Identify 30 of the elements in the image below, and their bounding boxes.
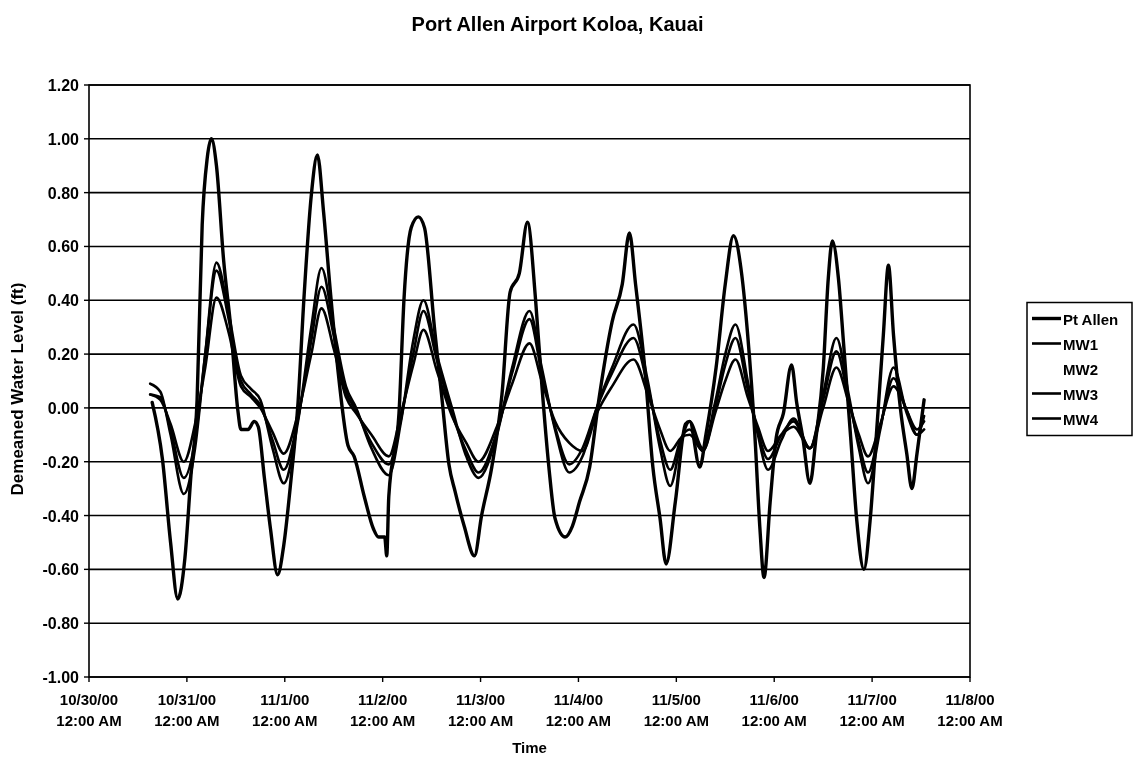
- y-tick-label: 1.20: [47, 76, 80, 94]
- x-tick-label: 11/4/00 12:00 AM: [545, 691, 612, 729]
- x-tick-label: 11/8/00 12:00 AM: [937, 691, 1003, 729]
- text: MW2: [1063, 360, 1098, 377]
- legend-label: Pt Allen: [1063, 310, 1119, 327]
- y-tick-label: -0.40: [42, 507, 80, 525]
- y-tick-label: 1.00: [47, 130, 80, 148]
- x-tick-label: 11/2/00 12:00 AM: [350, 691, 416, 729]
- x-axis-title: Time: [512, 739, 547, 756]
- y-tick-label: -0.80: [42, 614, 80, 632]
- x-tick-label: 11/3/00 12:00 AM: [447, 691, 514, 729]
- legend-label: MW4: [1063, 410, 1099, 427]
- y-axis-title: Demeaned Water Level (ft): [7, 282, 27, 496]
- y-tick-label: 0.40: [47, 291, 80, 309]
- chart-title: Port Allen Airport Koloa, Kauai: [411, 13, 704, 35]
- x-tick-label: 11/5/00 12:00 AM: [643, 691, 709, 729]
- x-tick-label: 11/7/00 12:00 AM: [839, 691, 905, 729]
- y-tick-label: 0.60: [47, 237, 80, 255]
- x-tick-label: 11/6/00 12:00 AM: [741, 691, 807, 729]
- x-tick-label: 11/1/00 12:00 AM: [252, 691, 318, 729]
- y-tick-label: -1.00: [42, 668, 80, 686]
- legend-label: MW3: [1063, 385, 1098, 402]
- y-tick-label: -0.20: [42, 453, 80, 471]
- y-tick-label: -0.60: [42, 560, 80, 578]
- x-tick-label: 10/30/00 12:00 AM: [56, 691, 122, 729]
- y-tick-label: 0.20: [47, 345, 80, 363]
- y-tick-label: 0.00: [47, 399, 80, 417]
- x-tick-label: 10/31/00 12:00 AM: [154, 691, 220, 729]
- y-tick-label: 0.80: [47, 184, 80, 202]
- legend-label: MW1: [1063, 335, 1098, 352]
